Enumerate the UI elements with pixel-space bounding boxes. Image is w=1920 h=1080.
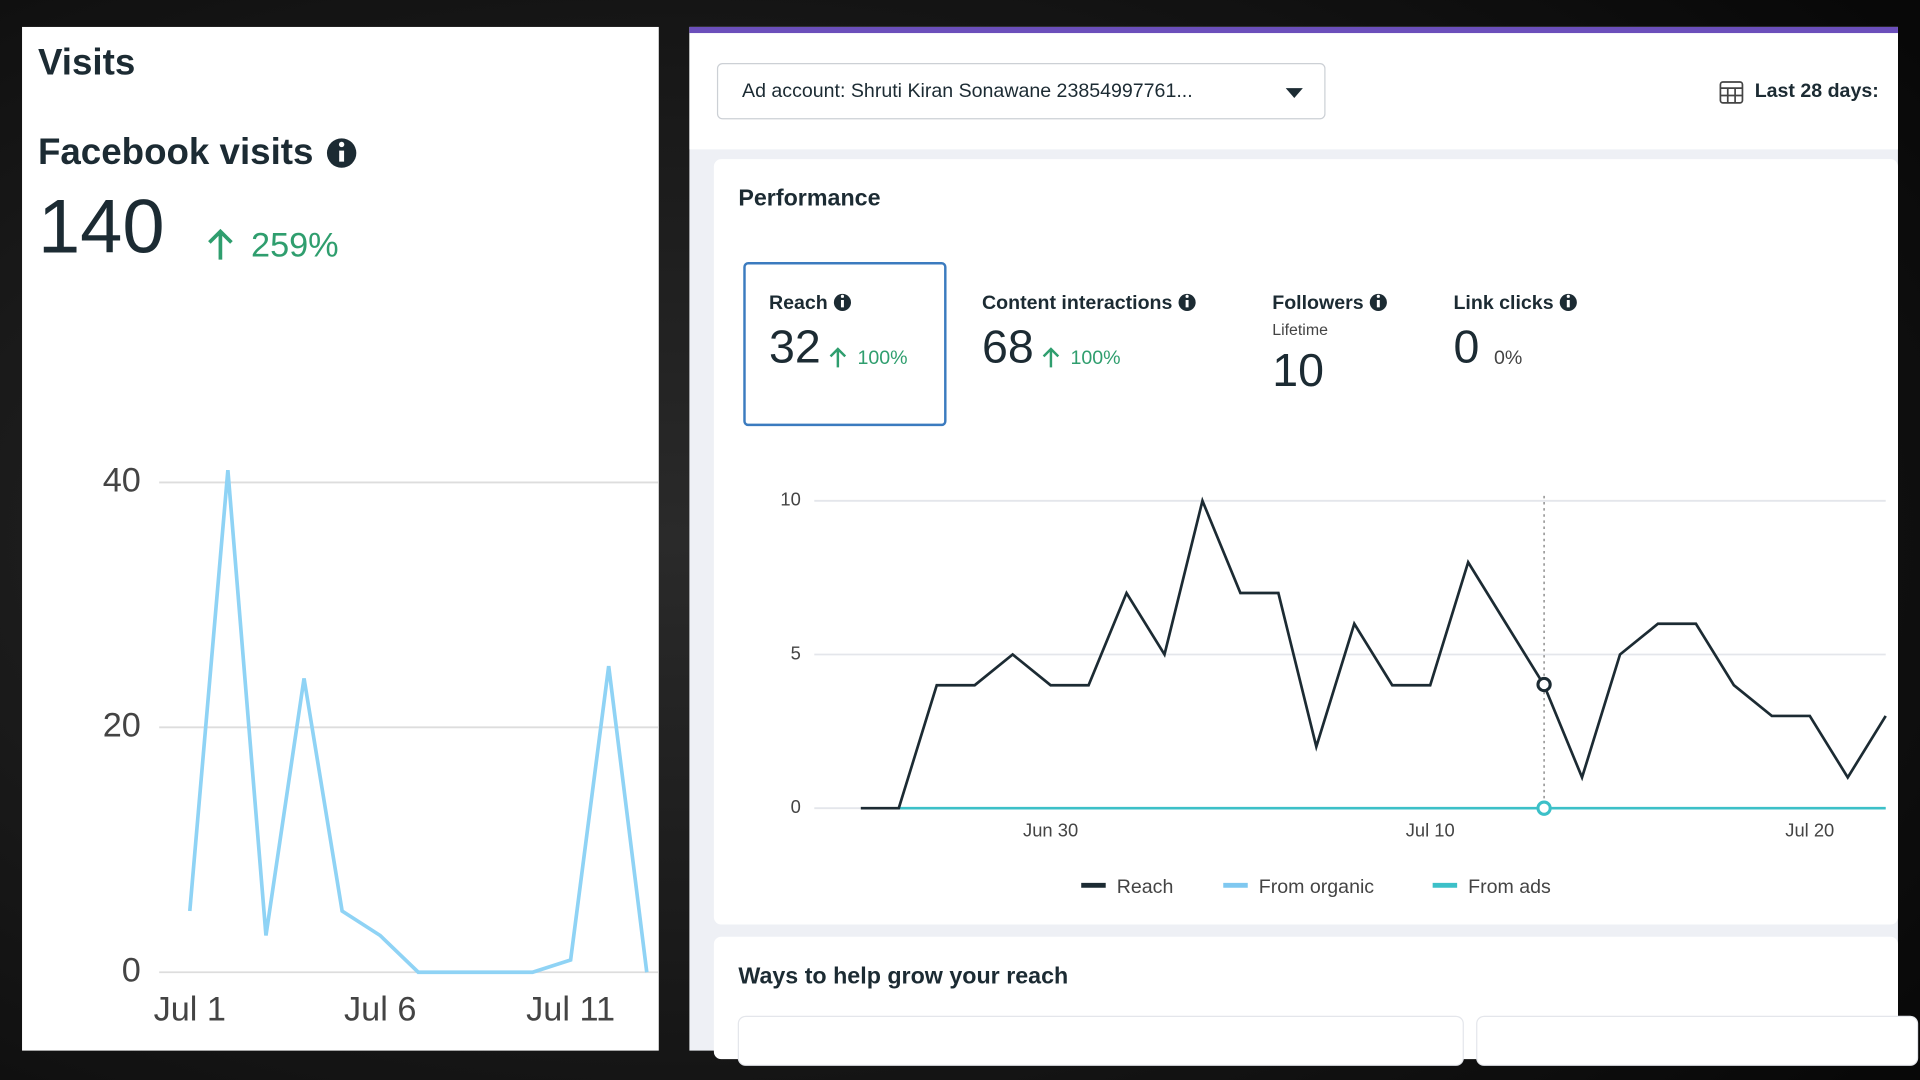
info-icon[interactable] [326,138,357,168]
metric-change: 0% [1494,347,1522,369]
info-icon-mark [1376,300,1380,308]
visits-panel [22,26,659,1051]
info-icon-mark [840,300,844,308]
info-icon-dot [840,294,845,298]
up-arrow [1042,347,1060,368]
selected-metric[interactable] [743,262,947,427]
metric-value: 140 [38,185,165,270]
metric-value: 68 [982,321,1034,373]
panel-title: Visits [38,42,135,83]
dropdown-caret [1285,88,1303,98]
metric-label: Link clicks [1453,292,1553,314]
card-title: Performance [738,185,880,211]
hover-point [1536,800,1552,816]
info-icon-mark [1185,300,1189,308]
x-tick-label: Jul 20 [1785,819,1834,840]
metric-change: 259% [251,226,339,264]
y-tick-label: 10 [780,489,800,510]
metric-change: 100% [857,347,907,369]
data-line [187,470,649,975]
card-title: Ways to help grow your reach [738,962,1068,988]
info-icon-dot [1566,294,1570,298]
up-arrow [208,228,233,260]
metric-value: 32 [769,321,821,373]
up-arrow [829,347,847,368]
calendar-icon[interactable] [1719,81,1744,104]
info-icon-mark [1566,300,1570,308]
y-tick-label: 5 [791,642,801,663]
y-tick-label: 0 [791,796,801,817]
legend-label[interactable]: From organic [1259,876,1375,898]
x-tick-label: Jul 1 [154,990,226,1028]
metric-value: 10 [1272,344,1324,396]
x-tick-label: Jul 11 [526,990,615,1028]
visits-chart: 0 20 40 Jul 1 Jul 6 Jul 11 [103,462,659,1028]
x-tick-label: Jun 30 [1023,819,1078,840]
metric-label: Reach [769,292,828,314]
metric-sublabel: Lifetime [1272,322,1328,339]
legend-label[interactable]: From ads [1468,876,1551,898]
hover-point [1536,676,1552,693]
info-icon-dot [1185,294,1189,298]
y-tick-label: 0 [122,951,141,989]
performance-card [713,159,1898,925]
suggestion-card[interactable] [737,1015,1464,1066]
y-tick-label: 20 [103,706,141,744]
metric-label: Followers [1272,292,1363,314]
date-range[interactable]: Last 28 days: [1755,80,1879,102]
ad-account: Ad account: Shruti Kiran Sonawane 238549… [742,80,1193,102]
ad-account-dropdown[interactable] [716,63,1326,120]
suggestion-card[interactable] [1476,1015,1919,1066]
x-tick-label: Jul 10 [1406,819,1455,840]
top-accent [689,26,1898,34]
metric-label: Facebook visits [38,131,314,172]
legend-label[interactable]: Reach [1117,876,1174,898]
metric-change: 100% [1071,347,1121,369]
performance-chart: 0 5 10 Jun 30 Jul 10 Jul 20 Reach From organic F… [780,489,1887,898]
y-tick-label: 40 [103,462,141,500]
info-icon-dot [1376,294,1380,298]
x-tick-label: Jul 6 [344,990,416,1028]
metric-label: Content interactions [982,292,1172,314]
data-line [860,496,1887,810]
metric-value: 0 [1453,321,1479,373]
